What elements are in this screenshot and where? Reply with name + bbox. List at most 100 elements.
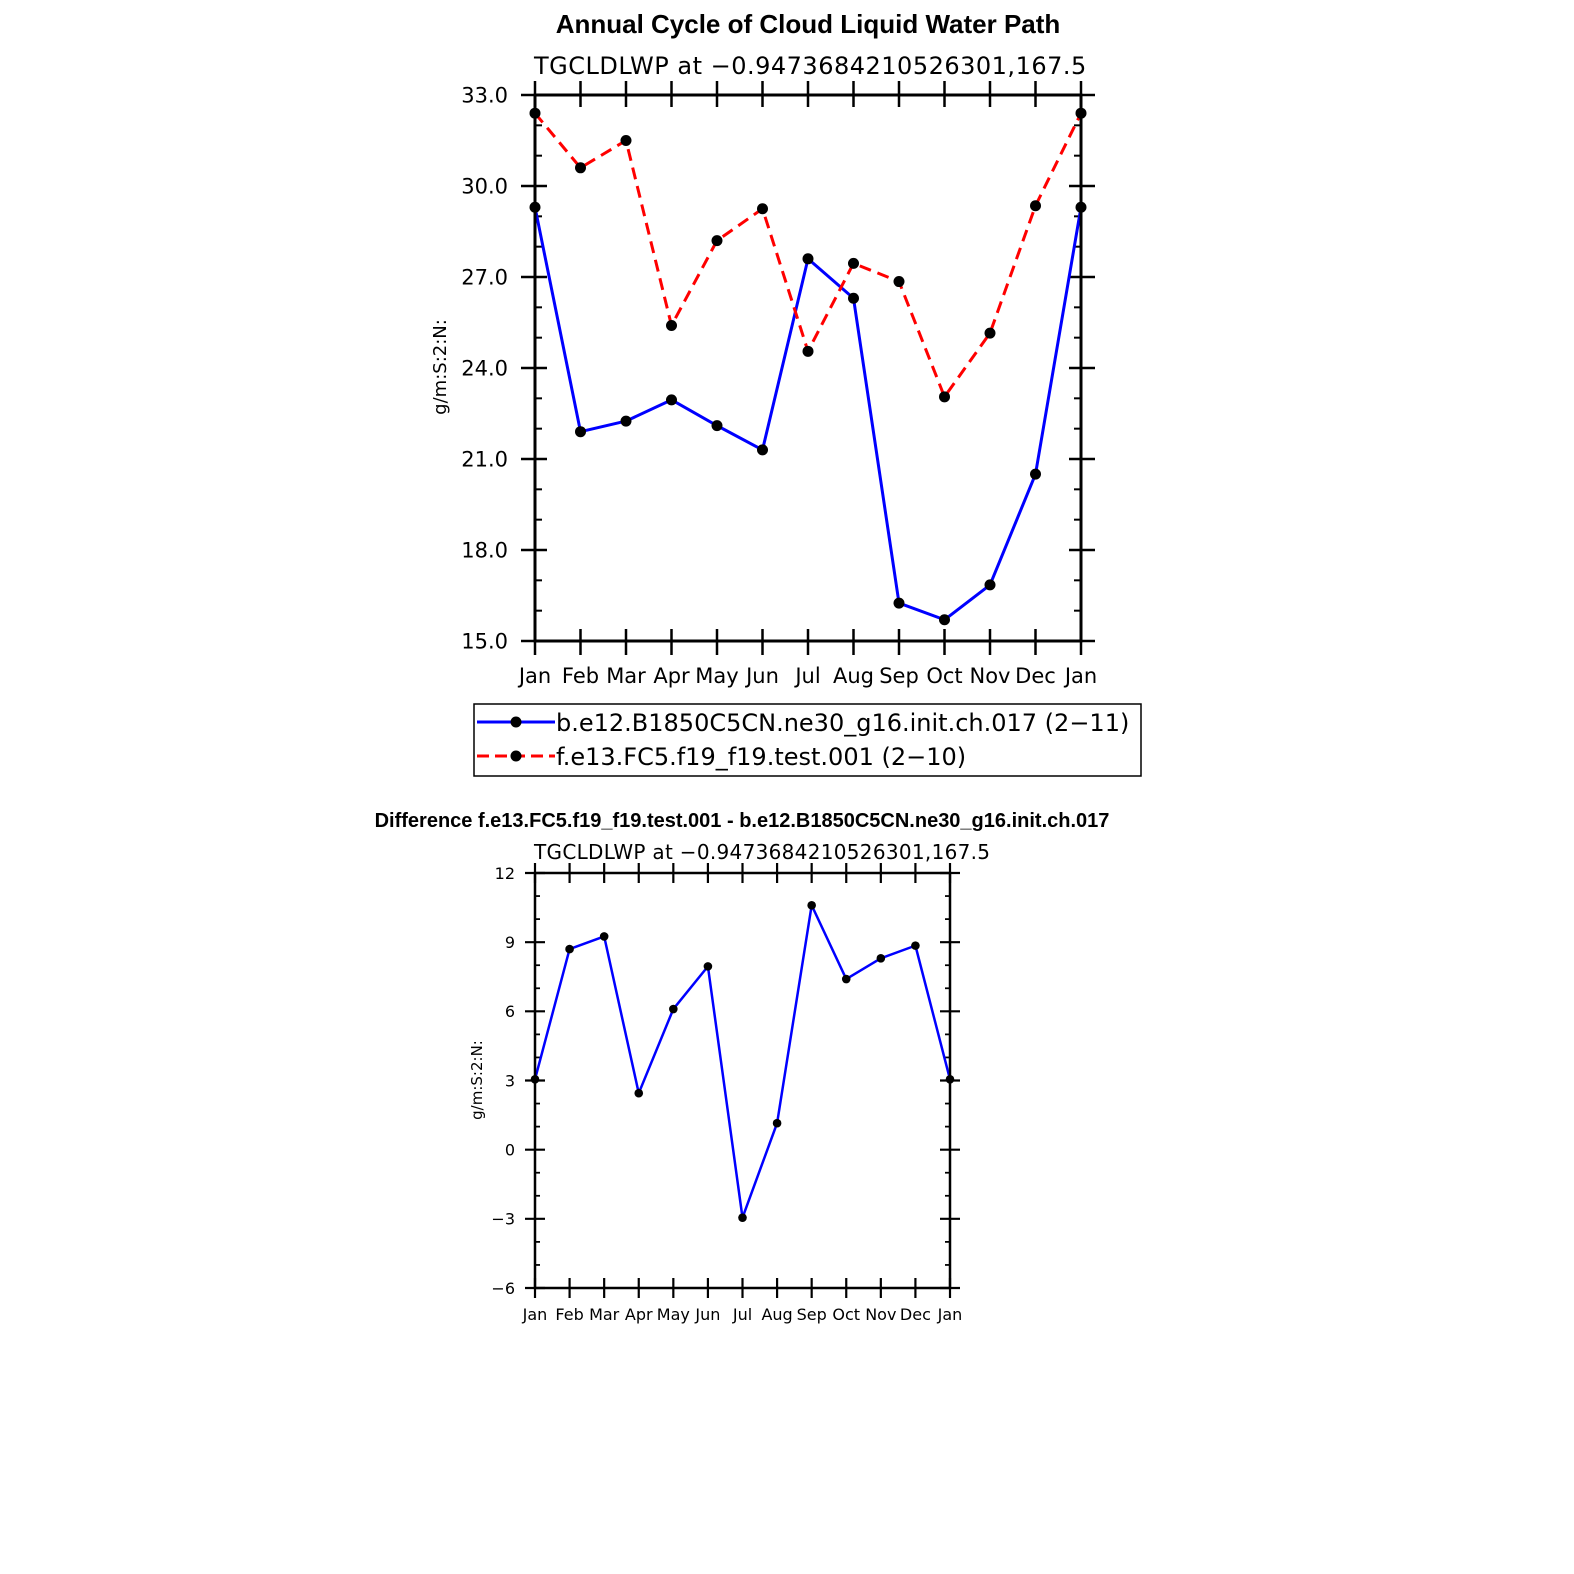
data-point: [575, 162, 586, 174]
legend: b.e12.B1850C5CN.ne30_g16.init.ch.017 (2−…: [473, 703, 1142, 777]
x-tick-label: Jul: [732, 1305, 752, 1324]
y-tick-label: 9: [505, 933, 515, 952]
axis-ticks: [525, 863, 960, 1298]
y-tick-label: 6: [505, 1002, 515, 1021]
data-point: [807, 900, 816, 910]
y-tick-label: 30.0: [461, 175, 508, 199]
chart-title: Annual Cycle of Cloud Liquid Water Path: [556, 9, 1061, 39]
chart-subtitle: TGCLDLWP at −0.9473684210526301,167.5: [533, 840, 990, 864]
x-tick-label: May: [657, 1305, 690, 1324]
series-lines: [530, 900, 955, 1222]
x-tick-label: May: [695, 664, 738, 688]
x-tick-labels: Jan Feb Mar Apr May Jun Jul Aug Sep Oct Nov Dec Jan: [522, 1305, 963, 1324]
axis-ticks: [521, 81, 1095, 655]
x-tick-label: Apr: [653, 664, 690, 688]
data-point: [848, 292, 859, 304]
y-tick-label: 0: [505, 1140, 515, 1159]
x-tick-label: Apr: [625, 1305, 653, 1324]
plot-frame: [533, 871, 952, 1290]
data-point: [939, 391, 950, 403]
x-tick-label: Jan: [517, 664, 551, 688]
data-point: [666, 394, 677, 406]
data-point: [841, 974, 851, 984]
x-tick-label: Jun: [694, 1305, 720, 1324]
chart-title: Difference f.e13.FC5.f19_f19.test.001 - …: [375, 810, 1110, 832]
data-point: [634, 1088, 644, 1098]
series-lines: [529, 107, 1087, 626]
legend-marker: [510, 716, 522, 728]
data-point: [876, 954, 886, 963]
y-tick-label: 24.0: [461, 357, 508, 381]
x-tick-label: Nov: [970, 664, 1011, 688]
data-point: [575, 426, 586, 438]
x-tick-label: Jan: [522, 1305, 548, 1324]
legend-box: [473, 703, 1142, 777]
y-tick-label: −3: [491, 1210, 515, 1229]
x-tick-label: Aug: [833, 664, 874, 688]
y-tick-labels: −6 −3 0 3 6 9 12: [491, 864, 515, 1298]
plot-frame: [533, 93, 1083, 643]
y-tick-label: −6: [491, 1279, 515, 1298]
legend-label: f.e13.FC5.f19_f19.test.001 (2−10): [556, 743, 966, 771]
legend-marker: [510, 750, 522, 762]
chart-subtitle: TGCLDLWP at −0.9473684210526301,167.5: [533, 52, 1087, 80]
legend-item-blue: b.e12.B1850C5CN.ne30_g16.init.ch.017 (2−…: [477, 709, 1129, 737]
legend-label: b.e12.B1850C5CN.ne30_g16.init.ch.017 (2−…: [556, 709, 1129, 737]
data-point: [911, 941, 920, 950]
data-point: [1030, 468, 1041, 480]
data-point: [703, 962, 713, 971]
data-point: [984, 579, 996, 591]
data-point: [620, 135, 632, 146]
data-point: [669, 1004, 678, 1014]
difference-chart: Difference f.e13.FC5.f19_f19.test.001 - …: [375, 810, 1110, 1324]
annual-cycle-chart: Annual Cycle of Cloud Liquid Water Path …: [430, 9, 1097, 688]
y-axis-label: g/m:S:2:N:: [468, 1040, 486, 1120]
x-tick-label: Jul: [793, 664, 820, 688]
data-point: [565, 944, 574, 954]
y-tick-label: 18.0: [461, 539, 508, 563]
data-point: [848, 257, 859, 269]
data-point: [772, 1118, 782, 1128]
y-tick-labels: 15.0 18.0 21.0 24.0 27.0 30.0 33.0: [461, 84, 508, 654]
x-tick-label: Feb: [562, 664, 599, 688]
x-tick-label: Sep: [797, 1305, 827, 1324]
series-line-0: [533, 206, 1083, 622]
x-tick-label: Jun: [744, 664, 779, 688]
data-point: [711, 235, 723, 247]
data-point: [666, 320, 677, 332]
x-tick-label: Nov: [865, 1305, 896, 1324]
x-tick-label: Dec: [1015, 664, 1056, 688]
data-point: [620, 415, 632, 427]
x-tick-label: Mar: [606, 664, 646, 688]
x-tick-label: Dec: [900, 1305, 931, 1324]
data-point: [802, 253, 814, 265]
x-tick-label: Jan: [1063, 664, 1097, 688]
data-point: [893, 276, 905, 288]
y-tick-label: 3: [505, 1071, 515, 1090]
x-tick-label: Feb: [555, 1305, 583, 1324]
legend-item-red: f.e13.FC5.f19_f19.test.001 (2−10): [477, 743, 966, 771]
y-axis-label: g/m:S:2:N:: [430, 319, 451, 415]
x-tick-label: Aug: [761, 1305, 792, 1324]
data-point: [802, 345, 814, 357]
data-point: [599, 932, 609, 941]
y-tick-label: 27.0: [461, 266, 508, 290]
x-tick-label: Oct: [832, 1305, 860, 1324]
data-point: [757, 203, 768, 215]
data-point: [711, 420, 723, 432]
x-tick-label: Oct: [926, 664, 962, 688]
y-tick-label: 12: [495, 864, 515, 883]
series-line-0: [533, 904, 952, 1219]
y-tick-label: 21.0: [461, 448, 508, 472]
x-tick-label: Sep: [879, 664, 919, 688]
x-tick-label: Jan: [937, 1305, 963, 1324]
data-point: [984, 327, 996, 339]
x-tick-label: Mar: [589, 1305, 620, 1324]
data-point: [893, 597, 905, 609]
data-point: [738, 1213, 747, 1222]
y-tick-label: 33.0: [461, 84, 508, 108]
data-point: [1030, 200, 1041, 212]
x-tick-labels: Jan Feb Mar Apr May Jun Jul Aug Sep Oct Nov Dec Jan: [517, 664, 1097, 688]
y-tick-label: 15.0: [461, 630, 508, 654]
